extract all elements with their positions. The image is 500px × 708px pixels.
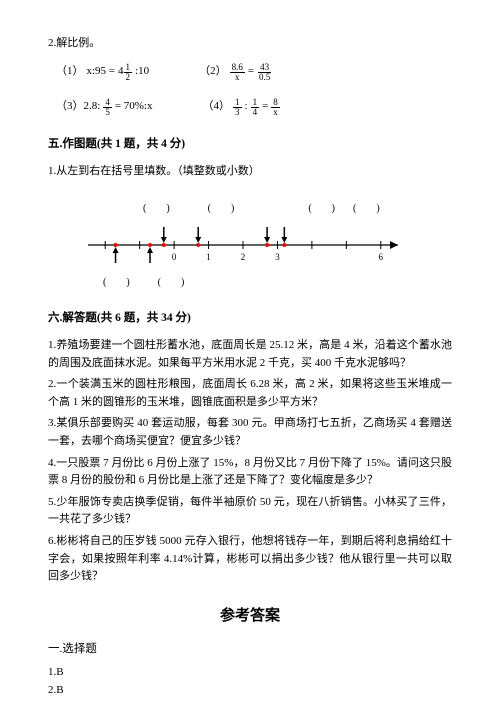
equation-row-1: （1） x:95 = 4 1 2 :10 （2） 8.6 x = 43 0.5 xyxy=(56,63,452,82)
blank-top-1: ( ) xyxy=(143,201,170,217)
blank-bot-2: ( ) xyxy=(158,275,185,291)
svg-text:2: 2 xyxy=(241,252,246,262)
eq3-prefix: （3）2.8: xyxy=(56,98,100,116)
eq4-prefix: （4） xyxy=(203,98,231,116)
q2-intro: 2.解比例。 xyxy=(48,35,452,53)
eq4-cden: x xyxy=(271,108,280,117)
eq2-left-frac: 8.6 x xyxy=(230,63,245,82)
section6-q1: 1.养殖场要建一个圆柱形蓄水池，底面周长是 25.12 米，高是 4 米，沿着这… xyxy=(48,337,452,372)
section6-q5: 5.少年服饰专卖店换季促销，每件半袖原价 50 元，现在八折销售。小林买了三件，… xyxy=(48,494,452,529)
answer-2: 2.B xyxy=(48,682,452,700)
eq4-colon: : xyxy=(245,98,248,116)
equation-4: （4） 1 3 : 1 4 = 8 x xyxy=(203,98,280,117)
eq1-prefix: （1） xyxy=(56,63,84,81)
eq2-lden: x xyxy=(233,73,242,82)
blank-top-3: ( ) xyxy=(308,201,335,217)
blank-bot-1: ( ) xyxy=(103,275,130,291)
eq2-eq: = xyxy=(248,63,254,81)
eq4-fracc: 8 x xyxy=(271,98,280,117)
section5-q1: 1.从左到右在括号里填数。（填整数或小数） xyxy=(48,163,452,181)
answers-title: 参考答案 xyxy=(48,604,452,628)
svg-text:0: 0 xyxy=(172,252,177,262)
eq4-eq: = xyxy=(262,98,268,116)
equation-2: （2） 8.6 x = 43 0.5 xyxy=(199,63,272,82)
eq4-fracb: 1 4 xyxy=(251,98,260,117)
answers-sec1: 一.选择题 xyxy=(48,640,452,658)
eq1-mixed: 4 1 2 xyxy=(118,63,132,82)
eq2-prefix: （2） xyxy=(199,63,227,81)
answer-1: 1.B xyxy=(48,664,452,682)
section6-q3: 3.某俱乐部要购买 40 套运动服，每套 300 元。甲商场打七五折，乙商场买 … xyxy=(48,415,452,450)
section6-q6: 6.彬彬将自己的压岁钱 5000 元存入银行，他想将钱存一年，到期后将利息捐给红… xyxy=(48,533,452,586)
eq2-right-frac: 43 0.5 xyxy=(257,63,272,82)
eq4-fraca: 1 3 xyxy=(233,98,242,117)
section6-q2: 2.一个装满玉米的圆柱形粮囤，底面周长 6.28 米，高 2 米，如果将这些玉米… xyxy=(48,376,452,411)
svg-text:1: 1 xyxy=(206,252,211,262)
equation-1: （1） x:95 = 4 1 2 :10 xyxy=(56,63,149,82)
top-blanks: ( ) ( ) ( ) ( ) xyxy=(143,201,452,217)
eq1-frac: 1 2 xyxy=(124,63,133,82)
eq1-lhs: x:95 = xyxy=(87,63,116,81)
blank-top-4: ( ) xyxy=(353,201,380,217)
equation-3: （3）2.8: 4 5 = 70%:x xyxy=(56,98,153,117)
section6-title: 六.解答题(共 6 题，共 34 分) xyxy=(48,309,452,327)
number-line-diagram: ( ) ( ) ( ) ( ) 0 1 2 3 6 ( ) ( ) xyxy=(78,201,452,291)
eq4-aden: 3 xyxy=(233,108,242,117)
bottom-blanks: ( ) ( ) xyxy=(143,275,452,291)
eq1-suffix: :10 xyxy=(135,63,149,81)
eq4-bden: 4 xyxy=(251,108,260,117)
eq3-den: 5 xyxy=(103,108,112,117)
eq2-rden: 0.5 xyxy=(257,73,272,82)
svg-text:6: 6 xyxy=(379,252,384,262)
equation-row-2: （3）2.8: 4 5 = 70%:x （4） 1 3 : 1 4 = 8 x xyxy=(56,98,452,117)
eq1-den: 2 xyxy=(124,73,133,82)
svg-text:3: 3 xyxy=(275,252,280,262)
section6-q4: 4.一只股票 7 月份比 6 月份上涨了 15%，8 月份又比 7 月份下降了 … xyxy=(48,455,452,490)
eq3-frac: 4 5 xyxy=(103,98,112,117)
blank-top-2: ( ) xyxy=(208,201,235,217)
section5-title: 五.作图题(共 1 题，共 4 分) xyxy=(48,135,452,153)
number-line-svg: 0 1 2 3 6 xyxy=(78,217,408,273)
eq3-mid: = 70%:x xyxy=(115,98,153,116)
